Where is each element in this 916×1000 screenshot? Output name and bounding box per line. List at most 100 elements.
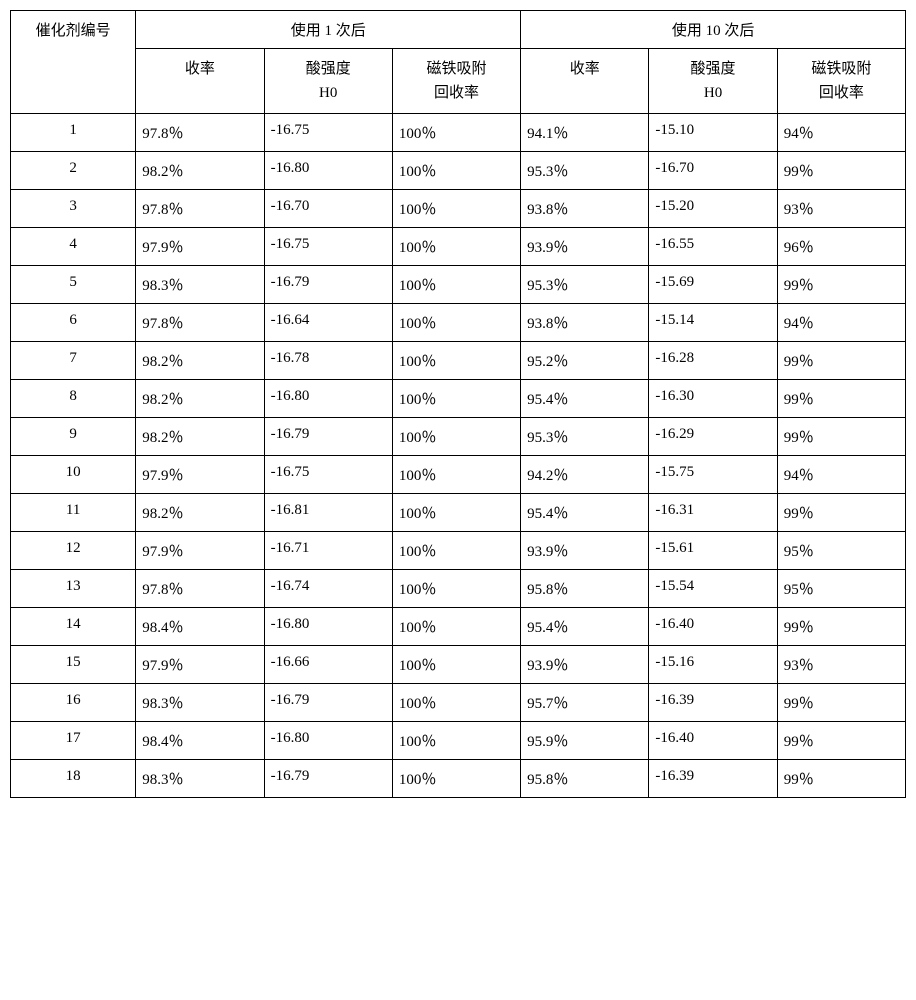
cell-catalyst-id: 2 bbox=[11, 152, 136, 190]
cell-acid-10: -15.16 bbox=[649, 646, 777, 684]
cell-catalyst-id: 1 bbox=[11, 114, 136, 152]
cell-catalyst-id: 10 bbox=[11, 456, 136, 494]
header-after-10-uses: 使用 10 次后 bbox=[521, 11, 906, 49]
cell-catalyst-id: 6 bbox=[11, 304, 136, 342]
cell-catalyst-id: 8 bbox=[11, 380, 136, 418]
cell-acid-1: -16.74 bbox=[264, 570, 392, 608]
header-acid-line2: H0 bbox=[319, 85, 337, 101]
cell-magnetic-1: 100％ bbox=[392, 684, 520, 722]
cell-magnetic-10: 94％ bbox=[777, 456, 905, 494]
cell-yield-1: 97.8％ bbox=[136, 114, 264, 152]
table-body: 197.8％-16.75100％94.1％-15.1094％298.2％-16.… bbox=[11, 114, 906, 798]
cell-yield-1: 98.3％ bbox=[136, 760, 264, 798]
cell-magnetic-10: 99％ bbox=[777, 152, 905, 190]
header-mag-line2: 回收率 bbox=[434, 85, 479, 101]
cell-yield-1: 98.2％ bbox=[136, 152, 264, 190]
cell-catalyst-id: 14 bbox=[11, 608, 136, 646]
header-magnetic-10: 磁铁吸附 回收率 bbox=[777, 49, 905, 114]
cell-yield-10: 95.3％ bbox=[521, 266, 649, 304]
cell-acid-1: -16.70 bbox=[264, 190, 392, 228]
table-row: 1898.3％-16.79100％95.8％-16.3999％ bbox=[11, 760, 906, 798]
cell-acid-10: -16.31 bbox=[649, 494, 777, 532]
cell-acid-10: -16.39 bbox=[649, 684, 777, 722]
cell-magnetic-10: 99％ bbox=[777, 342, 905, 380]
cell-catalyst-id: 9 bbox=[11, 418, 136, 456]
table-header: 催化剂编号 使用 1 次后 使用 10 次后 收率 酸强度 H0 磁铁吸附 回收… bbox=[11, 11, 906, 114]
table-row: 397.8％-16.70100％93.8％-15.2093％ bbox=[11, 190, 906, 228]
cell-magnetic-10: 96％ bbox=[777, 228, 905, 266]
cell-yield-10: 94.2％ bbox=[521, 456, 649, 494]
catalyst-data-table: 催化剂编号 使用 1 次后 使用 10 次后 收率 酸强度 H0 磁铁吸附 回收… bbox=[10, 10, 906, 798]
cell-magnetic-10: 99％ bbox=[777, 266, 905, 304]
cell-yield-10: 95.4％ bbox=[521, 494, 649, 532]
header-acid-strength-1: 酸强度 H0 bbox=[264, 49, 392, 114]
cell-magnetic-1: 100％ bbox=[392, 114, 520, 152]
header-acid-line1: 酸强度 bbox=[306, 61, 351, 77]
cell-yield-1: 97.9％ bbox=[136, 532, 264, 570]
header-magnetic-1: 磁铁吸附 回收率 bbox=[392, 49, 520, 114]
cell-catalyst-id: 3 bbox=[11, 190, 136, 228]
cell-magnetic-1: 100％ bbox=[392, 228, 520, 266]
cell-acid-10: -16.55 bbox=[649, 228, 777, 266]
header-mag10-line2: 回收率 bbox=[819, 85, 864, 101]
table-row: 1297.9％-16.71100％93.9％-15.6195％ bbox=[11, 532, 906, 570]
cell-yield-10: 95.4％ bbox=[521, 380, 649, 418]
cell-magnetic-1: 100％ bbox=[392, 152, 520, 190]
cell-magnetic-10: 99％ bbox=[777, 684, 905, 722]
cell-yield-10: 93.9％ bbox=[521, 228, 649, 266]
cell-yield-10: 93.8％ bbox=[521, 304, 649, 342]
cell-acid-10: -16.39 bbox=[649, 760, 777, 798]
cell-magnetic-1: 100％ bbox=[392, 304, 520, 342]
cell-magnetic-1: 100％ bbox=[392, 722, 520, 760]
cell-acid-1: -16.75 bbox=[264, 456, 392, 494]
cell-acid-10: -15.20 bbox=[649, 190, 777, 228]
cell-magnetic-1: 100％ bbox=[392, 608, 520, 646]
cell-acid-10: -16.40 bbox=[649, 722, 777, 760]
cell-acid-1: -16.80 bbox=[264, 608, 392, 646]
cell-acid-10: -15.14 bbox=[649, 304, 777, 342]
cell-acid-10: -15.54 bbox=[649, 570, 777, 608]
table-row: 998.2％-16.79100％95.3％-16.2999％ bbox=[11, 418, 906, 456]
cell-acid-10: -15.61 bbox=[649, 532, 777, 570]
cell-yield-1: 97.8％ bbox=[136, 190, 264, 228]
cell-magnetic-10: 99％ bbox=[777, 380, 905, 418]
table-row: 298.2％-16.80100％95.3％-16.7099％ bbox=[11, 152, 906, 190]
header-after-1-use: 使用 1 次后 bbox=[136, 11, 521, 49]
cell-yield-10: 94.1％ bbox=[521, 114, 649, 152]
cell-yield-1: 98.3％ bbox=[136, 684, 264, 722]
cell-catalyst-id: 5 bbox=[11, 266, 136, 304]
cell-yield-1: 98.4％ bbox=[136, 608, 264, 646]
table-row: 1798.4％-16.80100％95.9％-16.4099％ bbox=[11, 722, 906, 760]
table-row: 697.8％-16.64100％93.8％-15.1494％ bbox=[11, 304, 906, 342]
cell-yield-1: 98.2％ bbox=[136, 494, 264, 532]
cell-catalyst-id: 12 bbox=[11, 532, 136, 570]
header-yield-1: 收率 bbox=[136, 49, 264, 114]
header-catalyst-id: 催化剂编号 bbox=[11, 11, 136, 114]
cell-yield-1: 97.8％ bbox=[136, 570, 264, 608]
cell-acid-10: -16.70 bbox=[649, 152, 777, 190]
table-row: 197.8％-16.75100％94.1％-15.1094％ bbox=[11, 114, 906, 152]
table-row: 1597.9％-16.66100％93.9％-15.1693％ bbox=[11, 646, 906, 684]
cell-acid-1: -16.75 bbox=[264, 114, 392, 152]
cell-magnetic-1: 100％ bbox=[392, 266, 520, 304]
cell-catalyst-id: 18 bbox=[11, 760, 136, 798]
table-row: 798.2％-16.78100％95.2％-16.2899％ bbox=[11, 342, 906, 380]
table-row: 1097.9％-16.75100％94.2％-15.7594％ bbox=[11, 456, 906, 494]
cell-yield-1: 98.2％ bbox=[136, 342, 264, 380]
cell-magnetic-10: 95％ bbox=[777, 570, 905, 608]
cell-catalyst-id: 13 bbox=[11, 570, 136, 608]
cell-acid-1: -16.80 bbox=[264, 722, 392, 760]
table-row: 598.3％-16.79100％95.3％-15.6999％ bbox=[11, 266, 906, 304]
cell-yield-1: 97.9％ bbox=[136, 456, 264, 494]
table-row: 1397.8％-16.74100％95.8％-15.5495％ bbox=[11, 570, 906, 608]
cell-catalyst-id: 11 bbox=[11, 494, 136, 532]
cell-acid-1: -16.80 bbox=[264, 152, 392, 190]
table-row: 1698.3％-16.79100％95.7％-16.3999％ bbox=[11, 684, 906, 722]
cell-acid-10: -16.30 bbox=[649, 380, 777, 418]
cell-magnetic-10: 94％ bbox=[777, 114, 905, 152]
cell-magnetic-1: 100％ bbox=[392, 760, 520, 798]
cell-acid-1: -16.78 bbox=[264, 342, 392, 380]
cell-magnetic-10: 95％ bbox=[777, 532, 905, 570]
table-row: 497.9％-16.75100％93.9％-16.5596％ bbox=[11, 228, 906, 266]
header-acid10-line2: H0 bbox=[704, 85, 722, 101]
